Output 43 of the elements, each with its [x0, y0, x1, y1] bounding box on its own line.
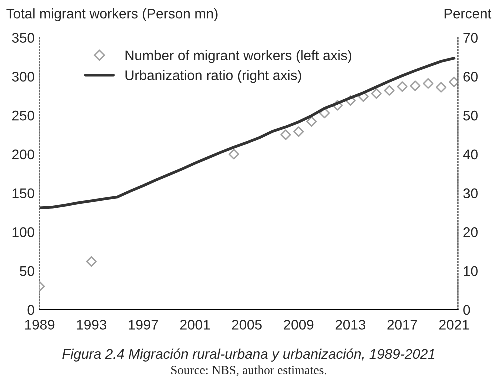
y-tick-label: 200 — [12, 150, 34, 160]
y2-tick-label: 30 — [464, 188, 478, 198]
legend-label: Number of migrant workers (left axis) — [126, 50, 352, 64]
x-tick-label: 2013 — [336, 320, 366, 330]
point — [423, 78, 434, 90]
y2-tick-label: 40 — [463, 150, 478, 160]
y-tick-label: 150 — [12, 188, 34, 198]
x-tick-label: 2001 — [180, 320, 210, 330]
point — [448, 76, 458, 88]
x-tick-label: 2017 — [388, 320, 418, 330]
y2-tick-label: 0 — [464, 305, 470, 316]
x-tick-label: 2005 — [232, 320, 262, 330]
point — [410, 80, 421, 92]
point — [397, 82, 408, 92]
point — [436, 82, 447, 93]
y-tick-label: 300 — [12, 72, 34, 82]
y-tick-label: 350 — [12, 33, 34, 43]
y2-tick-label: 20 — [464, 228, 478, 238]
legend-label: Urbanization ratio (right axis) — [126, 70, 302, 84]
text: Figura 2.4 Migración rural-urbana y urbanización, 1989-2021 — [62, 348, 435, 362]
y2-tick-label: 10 — [464, 266, 478, 276]
x-tick-label: 2021 — [440, 320, 470, 330]
y2-tick-label: 50 — [464, 110, 478, 121]
y-tick-label: 50 — [20, 266, 34, 276]
x-tick-label: 1997 — [129, 320, 158, 330]
x-tick-label: 1989 — [25, 320, 55, 330]
point — [384, 85, 395, 96]
y-axis-title: Total migrant workers (Person mn) — [6, 8, 218, 22]
point — [228, 149, 240, 160]
y2-tick-label: 60 — [464, 72, 478, 82]
point — [294, 126, 304, 138]
source-note: Source: NBS, author estimates. — [172, 366, 326, 376]
point — [86, 256, 97, 268]
y2-axis-title: Percent — [444, 9, 492, 19]
x-tick-label: 2009 — [284, 320, 314, 330]
y-tick-label: 100 — [12, 228, 34, 238]
point — [280, 130, 292, 140]
point — [306, 116, 318, 128]
y-tick-label: 250 — [12, 110, 34, 121]
point — [371, 88, 382, 100]
y-tick-label: 0 — [28, 305, 34, 316]
x-tick-label: 1993 — [77, 320, 106, 330]
y2-tick-label: 70 — [464, 33, 478, 43]
